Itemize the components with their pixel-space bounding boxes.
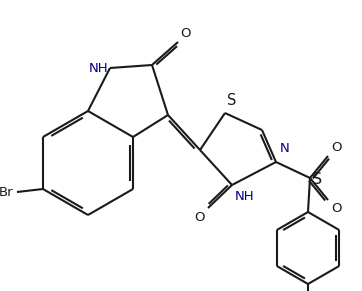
Text: O: O [180, 27, 190, 40]
Text: N: N [280, 142, 290, 155]
Text: O: O [194, 211, 205, 224]
Text: O: O [331, 202, 341, 215]
Text: Br: Br [0, 185, 13, 198]
Text: O: O [331, 141, 341, 154]
Text: NH: NH [88, 63, 108, 75]
Text: S: S [227, 93, 236, 108]
Text: S: S [312, 173, 322, 187]
Text: NH: NH [235, 190, 254, 203]
